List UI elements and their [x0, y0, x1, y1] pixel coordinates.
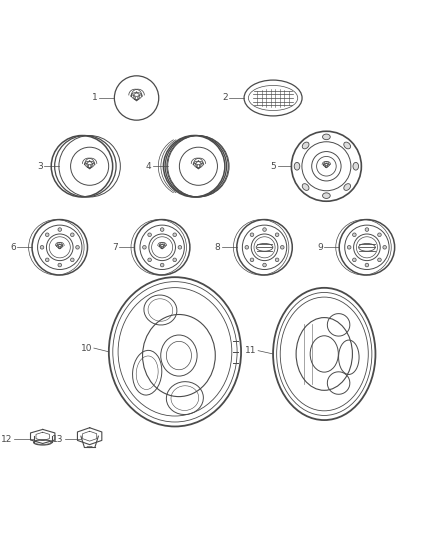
Circle shape	[378, 233, 381, 237]
Circle shape	[263, 263, 266, 267]
Text: 4: 4	[146, 161, 152, 171]
Circle shape	[148, 233, 152, 237]
Circle shape	[40, 246, 44, 249]
Text: 6: 6	[10, 243, 16, 252]
Text: 12: 12	[1, 435, 12, 444]
Circle shape	[280, 246, 284, 249]
Ellipse shape	[322, 193, 330, 198]
Text: 1: 1	[92, 93, 98, 102]
Circle shape	[245, 246, 249, 249]
Text: 9: 9	[317, 243, 323, 252]
Circle shape	[353, 258, 356, 262]
Ellipse shape	[353, 163, 359, 170]
Ellipse shape	[302, 142, 309, 149]
Text: 3: 3	[37, 161, 43, 171]
Text: 11: 11	[245, 346, 257, 355]
Circle shape	[263, 228, 266, 231]
Text: 2: 2	[222, 93, 228, 102]
Circle shape	[378, 258, 381, 262]
Circle shape	[250, 233, 254, 237]
Circle shape	[58, 263, 62, 267]
Circle shape	[178, 246, 182, 249]
Circle shape	[347, 246, 351, 249]
Circle shape	[173, 233, 177, 237]
Circle shape	[173, 258, 177, 262]
Circle shape	[275, 258, 279, 262]
Ellipse shape	[344, 184, 350, 190]
Circle shape	[160, 228, 164, 231]
Circle shape	[46, 258, 49, 262]
Text: 8: 8	[215, 243, 221, 252]
Circle shape	[198, 160, 199, 161]
Ellipse shape	[322, 134, 330, 140]
Circle shape	[383, 246, 386, 249]
Text: 7: 7	[113, 243, 118, 252]
Circle shape	[353, 233, 356, 237]
Text: 13: 13	[52, 435, 64, 444]
Text: 5: 5	[271, 161, 276, 171]
Circle shape	[365, 228, 369, 231]
Circle shape	[89, 160, 90, 161]
Circle shape	[143, 246, 146, 249]
Circle shape	[275, 233, 279, 237]
Circle shape	[71, 258, 74, 262]
Circle shape	[160, 263, 164, 267]
Circle shape	[148, 258, 152, 262]
Circle shape	[58, 228, 62, 231]
Ellipse shape	[294, 163, 300, 170]
Text: 10: 10	[81, 344, 92, 353]
Circle shape	[136, 92, 137, 93]
Circle shape	[76, 246, 79, 249]
Circle shape	[365, 263, 369, 267]
Ellipse shape	[344, 142, 350, 149]
Ellipse shape	[302, 184, 309, 190]
Circle shape	[46, 233, 49, 237]
Circle shape	[71, 233, 74, 237]
Circle shape	[250, 258, 254, 262]
